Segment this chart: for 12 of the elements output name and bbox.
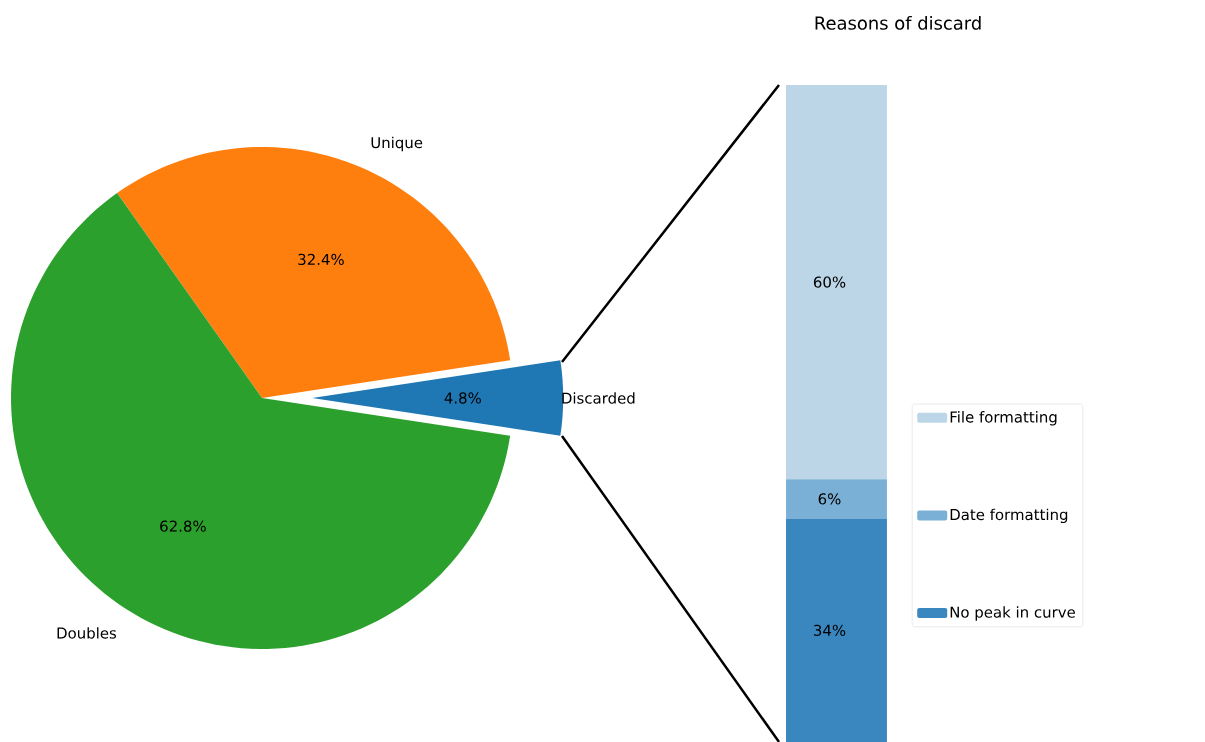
data-label: 32.4% xyxy=(298,253,344,266)
chart-title: Reasons of discard xyxy=(815,15,981,30)
data-label: 60% xyxy=(813,276,846,288)
data-label: 6% xyxy=(818,493,841,505)
slice-label: Doubles xyxy=(57,627,117,639)
data-label: 4.8% xyxy=(444,392,481,404)
legend-label: Date formatting xyxy=(950,508,1068,524)
data-label: 34% xyxy=(814,624,846,636)
slice-label: Unique xyxy=(371,136,423,152)
data-label: 62.8% xyxy=(160,520,206,532)
legend-label: No peak in curve xyxy=(950,606,1075,621)
legend-label: File formatting xyxy=(950,411,1057,426)
